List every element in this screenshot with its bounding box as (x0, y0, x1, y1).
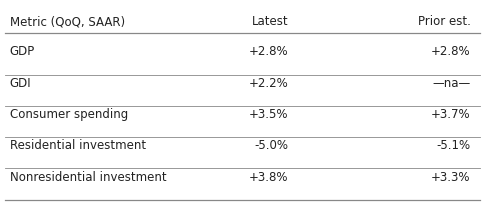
Text: Consumer spending: Consumer spending (10, 108, 128, 121)
Text: Latest: Latest (251, 15, 288, 28)
Text: +3.3%: +3.3% (430, 171, 469, 184)
Text: Prior est.: Prior est. (417, 15, 469, 28)
Text: +2.8%: +2.8% (248, 45, 288, 58)
Text: +3.8%: +3.8% (249, 171, 288, 184)
Text: +3.7%: +3.7% (430, 108, 469, 121)
Text: -5.0%: -5.0% (254, 139, 288, 152)
Text: +3.5%: +3.5% (249, 108, 288, 121)
Text: +2.8%: +2.8% (430, 45, 469, 58)
Text: GDP: GDP (10, 45, 35, 58)
Text: Nonresidential investment: Nonresidential investment (10, 171, 166, 184)
Text: -5.1%: -5.1% (436, 139, 469, 152)
Text: +2.2%: +2.2% (248, 77, 288, 90)
Text: —na—: —na— (431, 77, 469, 90)
Text: Metric (QoQ, SAAR): Metric (QoQ, SAAR) (10, 15, 124, 28)
Text: GDI: GDI (10, 77, 31, 90)
Text: Residential investment: Residential investment (10, 139, 146, 152)
